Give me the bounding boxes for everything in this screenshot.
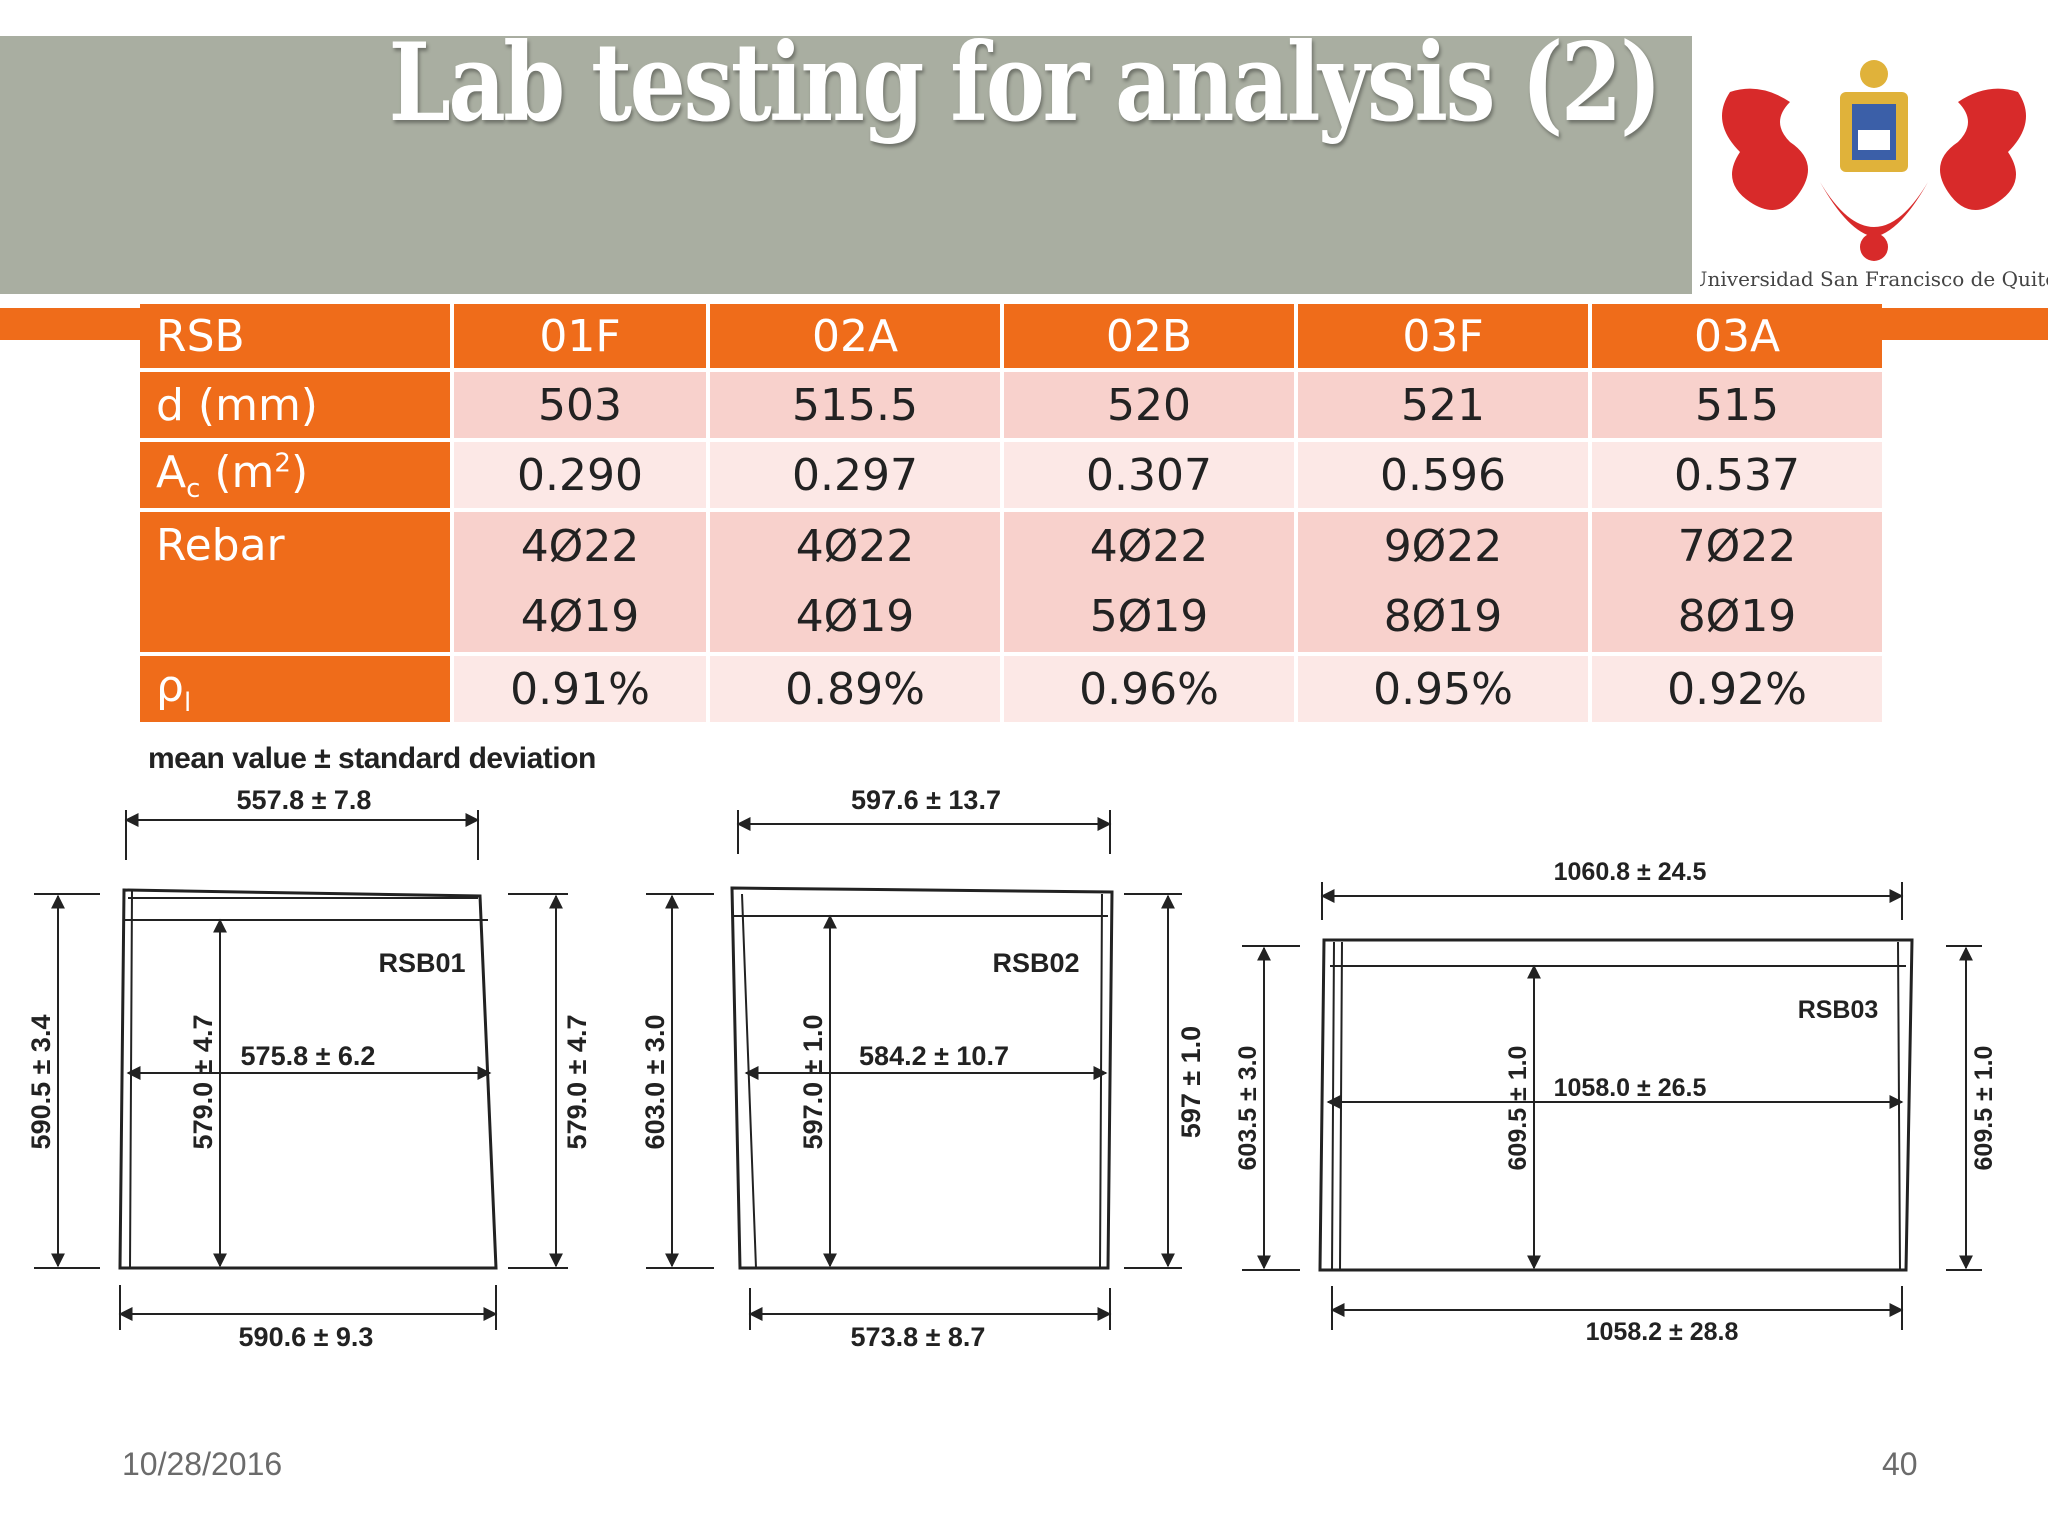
table-cell: 0.89% [710, 656, 1000, 722]
row-label: ρl [140, 656, 450, 722]
table-row-area: Ac (m2) 0.290 0.297 0.307 0.596 0.537 [140, 442, 1882, 508]
rsb03-top-width: 1060.8 ± 24.5 [1554, 858, 1707, 886]
row-label-mid: (m [200, 446, 275, 498]
rebar-line-1: 4Ø22 [520, 521, 640, 572]
row-label-sub: l [183, 687, 192, 718]
table-cell: 515.5 [710, 372, 1000, 438]
table-cell: 4Ø22 4Ø19 [454, 512, 706, 652]
rsb02-left-height: 603.0 ± 3.0 [640, 1015, 670, 1150]
row-label-end: ) [290, 446, 309, 498]
header-cell: 02A [710, 304, 1000, 368]
accent-bar-right [1852, 308, 2048, 340]
rsb02-bottom-width: 573.8 ± 8.7 [851, 1322, 986, 1352]
rsb03-left-height: 603.5 ± 3.0 [1234, 1046, 1262, 1171]
rsb01-name: RSB01 [378, 948, 465, 978]
header-cell: 01F [454, 304, 706, 368]
table-cell: 4Ø22 4Ø19 [710, 512, 1000, 652]
header-cell: 02B [1004, 304, 1294, 368]
rsb03-mid-width: 1058.0 ± 26.5 [1554, 1074, 1707, 1102]
rsb03-bottom-width: 1058.2 ± 28.8 [1586, 1318, 1739, 1346]
rebar-line-2: 8Ø19 [1677, 591, 1797, 642]
rsb02-right-height: 597 ± 1.0 [1176, 1026, 1206, 1138]
table-cell: 0.537 [1592, 442, 1882, 508]
table-cell: 0.95% [1298, 656, 1588, 722]
table-cell: 0.91% [454, 656, 706, 722]
rsb01-mid-width: 575.8 ± 6.2 [241, 1041, 376, 1071]
rsb01-left-height: 590.5 ± 3.4 [26, 1015, 56, 1150]
rsb01-right-height: 579.0 ± 4.7 [562, 1015, 592, 1150]
footer-date: 10/28/2016 [122, 1446, 283, 1482]
title-band [0, 36, 1692, 294]
rsb02-mid-width: 584.2 ± 10.7 [859, 1041, 1009, 1071]
table-row-ratio: ρl 0.91% 0.89% 0.96% 0.95% 0.92% [140, 656, 1882, 722]
row-label-sup: 2 [274, 447, 291, 478]
row-label: Rebar [140, 512, 450, 652]
row-label: Ac (m2) [140, 442, 450, 508]
rsb01-top-width: 557.8 ± 7.8 [237, 785, 372, 815]
logo-caption: Universidad San Francisco de Quito [1700, 267, 2048, 291]
rebar-line-2: 4Ø19 [795, 591, 915, 642]
table-cell: 0.96% [1004, 656, 1294, 722]
rsb02-name: RSB02 [992, 948, 1079, 978]
table-cell: 521 [1298, 372, 1588, 438]
specimen-table: RSB 01F 02A 02B 03F 03A d (mm) 503 515.5… [136, 300, 1886, 726]
page-number: 40 [1882, 1446, 1918, 1482]
table-cell: 520 [1004, 372, 1294, 438]
table-cell: 0.596 [1298, 442, 1588, 508]
table-cell: 0.297 [710, 442, 1000, 508]
table-cell: 0.92% [1592, 656, 1882, 722]
table-cell: 4Ø22 5Ø19 [1004, 512, 1294, 652]
table-cell: 503 [454, 372, 706, 438]
table-row-rebar: Rebar 4Ø22 4Ø19 4Ø22 4Ø19 4Ø22 5Ø19 9Ø22 8Ø1… [140, 512, 1882, 652]
row-label-main: ρ [156, 660, 184, 712]
rsb02-inner-height: 597.0 ± 1.0 [798, 1015, 828, 1150]
table-cell: 515 [1592, 372, 1882, 438]
table-cell: 0.290 [454, 442, 706, 508]
header-cell: 03F [1298, 304, 1588, 368]
row-label-sub: c [186, 473, 201, 504]
table-header-row: RSB 01F 02A 02B 03F 03A [140, 304, 1882, 368]
row-label: d (mm) [140, 372, 450, 438]
rebar-line-2: 4Ø19 [520, 591, 640, 642]
table-cell: 0.307 [1004, 442, 1294, 508]
university-logo: Universidad San Francisco de Quito [1700, 60, 2048, 291]
header-cell: 03A [1592, 304, 1882, 368]
rebar-line-1: 4Ø22 [1089, 521, 1209, 572]
rsb03-name: RSB03 [1798, 996, 1879, 1024]
rebar-line-2: 5Ø19 [1089, 591, 1209, 642]
rsb03-inner-height: 609.5 ± 1.0 [1504, 1046, 1532, 1171]
table-row-depth: d (mm) 503 515.5 520 521 515 [140, 372, 1882, 438]
rsb01-inner-height: 579.0 ± 4.7 [188, 1015, 218, 1150]
table-cell: 7Ø22 8Ø19 [1592, 512, 1882, 652]
rebar-line-1: 4Ø22 [795, 521, 915, 572]
header-cell: RSB [140, 304, 450, 368]
rsb01-bottom-width: 590.6 ± 9.3 [239, 1322, 374, 1352]
diagram-legend: mean value ± standard deviation [148, 742, 596, 775]
accent-bar-left [0, 308, 140, 340]
table-cell: 9Ø22 8Ø19 [1298, 512, 1588, 652]
rsb03-right-height: 609.5 ± 1.0 [1970, 1046, 1998, 1171]
rsb02-top-width: 597.6 ± 13.7 [851, 785, 1001, 815]
rebar-line-1: 9Ø22 [1383, 521, 1503, 572]
cross-section-diagram: 557.8 ± 7.8 RSB01 575.8 ± 6.2 590.6 ± 9.… [26, 785, 1998, 1352]
slide-title: Lab testing for analysis (2) [388, 20, 1662, 146]
row-label-main: A [156, 446, 187, 498]
rebar-line-2: 8Ø19 [1383, 591, 1503, 642]
rebar-line-1: 7Ø22 [1677, 521, 1797, 572]
